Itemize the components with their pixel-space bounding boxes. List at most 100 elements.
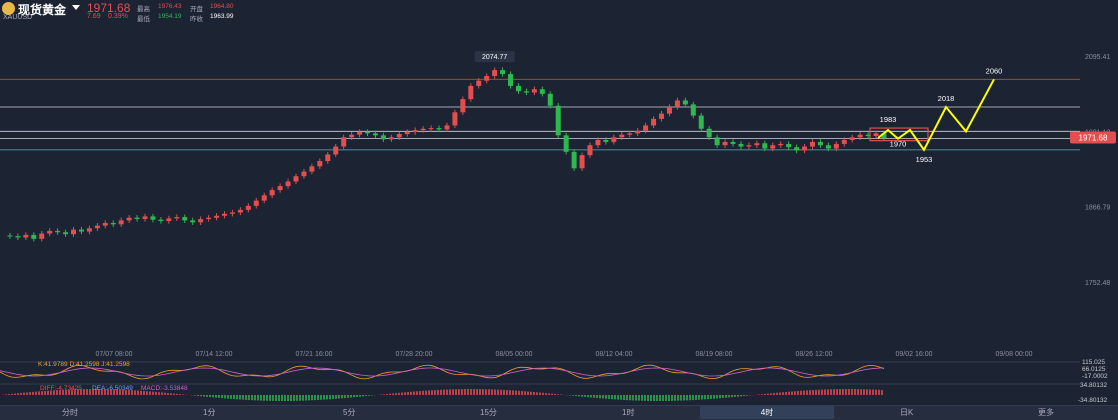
tab-fenshi[interactable]: 分时	[62, 408, 78, 417]
candle	[802, 146, 808, 151]
candle	[412, 130, 418, 133]
candle	[396, 134, 402, 138]
projection-label: 2018	[938, 94, 955, 103]
candle	[666, 107, 672, 114]
candle	[873, 133, 879, 137]
x-tick-label: 07/07 08:00	[96, 351, 133, 358]
candle	[206, 217, 212, 220]
candle	[365, 132, 371, 134]
candle	[190, 220, 196, 223]
candle	[380, 135, 386, 140]
current-price-tag	[1070, 131, 1116, 144]
candle	[539, 89, 545, 94]
tab-more[interactable]: 更多	[1038, 408, 1054, 417]
candle	[86, 228, 92, 232]
kdj-k-line	[0, 364, 885, 380]
candle	[150, 216, 156, 220]
candle	[492, 70, 498, 77]
macd-value: MACD:-3.53848	[141, 385, 188, 392]
candle	[166, 218, 172, 222]
projection-label: 1970	[890, 140, 907, 149]
candle	[317, 161, 323, 167]
candle	[738, 143, 744, 147]
kdj-d-line	[0, 367, 884, 377]
candle	[508, 74, 514, 86]
y-tick-label: 1866.79	[1085, 205, 1110, 212]
candle	[706, 128, 712, 138]
candle	[372, 133, 378, 136]
candle	[500, 70, 506, 75]
change-percent: 0.39%	[108, 13, 128, 20]
candle	[142, 216, 148, 220]
candle	[253, 200, 259, 206]
candle	[214, 215, 220, 218]
candle	[786, 143, 792, 148]
candle	[809, 141, 815, 147]
kdj-tick-bottom: -17.0002	[1082, 373, 1108, 380]
symbol-name[interactable]: 现货黄金	[18, 3, 67, 17]
candle	[690, 104, 696, 116]
prev-close-value: 1963.99	[210, 13, 234, 20]
candle	[15, 236, 21, 238]
candle	[857, 134, 863, 138]
projection-path	[877, 78, 995, 152]
candle	[778, 143, 784, 146]
prev-close-label: 昨收	[190, 16, 203, 23]
candle	[674, 100, 680, 108]
x-tick-label: 09/08 00:00	[996, 351, 1033, 358]
y-tick-label: 1752.48	[1085, 280, 1110, 287]
candle	[595, 139, 601, 146]
high-label: 最高	[137, 6, 150, 13]
candle	[714, 137, 720, 146]
candle	[762, 143, 768, 149]
candle	[158, 219, 164, 222]
candle	[110, 223, 116, 225]
candle	[746, 145, 752, 147]
candle	[611, 137, 617, 142]
candle	[547, 93, 553, 106]
chevron-down-icon[interactable]	[72, 5, 80, 10]
tab-1hour[interactable]: 1时	[622, 408, 635, 417]
candle	[484, 76, 490, 81]
candle	[833, 143, 839, 149]
current-price-label: 1971.68	[1079, 134, 1108, 143]
tab-5min[interactable]: 5分	[343, 408, 356, 417]
candle	[468, 85, 474, 100]
macd-diff: DIFF:-4.73425	[40, 385, 82, 392]
quote-header: 现货黄金 XAUUSD 1971.68 7.69 0.39% 最高 1976.4…	[0, 0, 320, 26]
projection-label: 1953	[916, 155, 933, 164]
peak-tag-bg	[474, 51, 515, 63]
candle	[881, 133, 887, 138]
candle	[55, 230, 61, 233]
candle	[659, 113, 665, 119]
candle	[770, 145, 776, 149]
candle	[221, 213, 227, 216]
x-tick-label: 08/26 12:00	[796, 351, 833, 358]
tab-4hour[interactable]: 4时	[700, 406, 834, 419]
candle	[754, 143, 760, 146]
candle	[651, 118, 657, 126]
tab-daily[interactable]: 日K	[900, 408, 914, 417]
candle	[261, 195, 267, 201]
candle	[436, 128, 442, 130]
candle	[698, 115, 704, 129]
kdj-tick-mid: 66.0125	[1082, 366, 1106, 373]
candle	[333, 146, 339, 155]
open-label: 开盘	[190, 6, 203, 13]
candle	[420, 128, 426, 131]
tab-1min[interactable]: 1分	[203, 408, 216, 417]
high-value: 1976.43	[158, 3, 182, 10]
candle	[563, 135, 569, 152]
x-tick-label: 08/05 00:00	[496, 351, 533, 358]
candle	[94, 225, 100, 229]
candle	[47, 230, 53, 234]
candle	[63, 232, 69, 235]
y-tick-label: 2095.41	[1085, 54, 1110, 61]
candle	[134, 217, 140, 220]
candle	[682, 100, 688, 105]
tab-15min[interactable]: 15分	[480, 408, 497, 417]
candle	[460, 99, 466, 113]
candle	[404, 132, 410, 135]
candle	[388, 137, 394, 140]
